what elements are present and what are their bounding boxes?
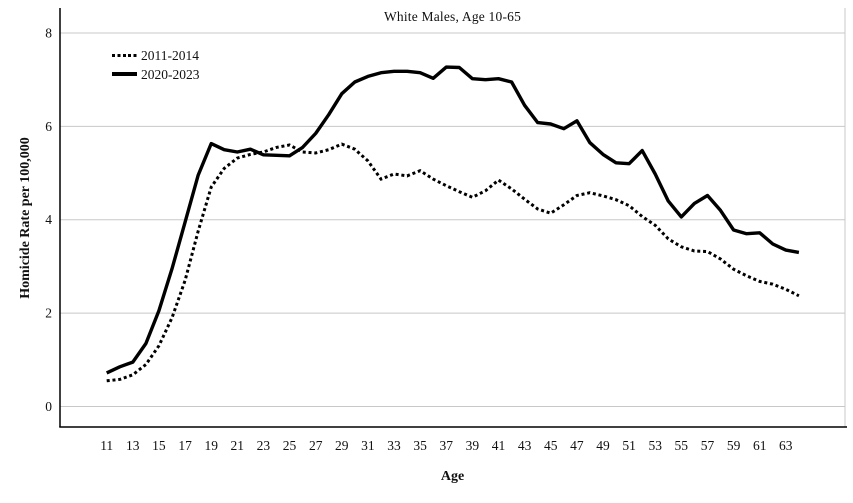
x-tick-label: 49 (596, 438, 610, 453)
x-tick-label: 23 (257, 438, 271, 453)
legend-item-2011-2014: 2011-2014 (112, 47, 200, 63)
x-tick-label: 25 (283, 438, 297, 453)
x-tick-label: 17 (178, 438, 192, 453)
x-tick-label: 33 (387, 438, 401, 453)
series-line-2011-2014 (106, 142, 800, 383)
legend-label: 2020-2023 (141, 66, 200, 82)
x-tick-label: 35 (413, 438, 427, 453)
x-tick-label: 55 (675, 438, 689, 453)
x-tick-label: 61 (753, 438, 767, 453)
y-axis-title: Homicide Rate per 100,000 (18, 137, 33, 299)
y-tick-label: 8 (45, 26, 52, 41)
x-tick-label: 13 (126, 438, 140, 453)
x-tick-label: 51 (622, 438, 636, 453)
x-axis-title: Age (440, 469, 465, 484)
legend-label: 2011-2014 (141, 47, 199, 63)
solid-line-swatch-icon (112, 72, 137, 76)
y-tick-label: 4 (45, 212, 52, 227)
x-tick-label: 19 (204, 438, 218, 453)
x-tick-label: 47 (570, 438, 584, 453)
x-tick-label: 57 (701, 438, 715, 453)
x-tick-label: 45 (544, 438, 558, 453)
series-line-2020-2023 (105, 65, 800, 375)
x-tick-label: 15 (152, 438, 166, 453)
x-tick-label: 11 (100, 438, 113, 453)
y-tick-label: 0 (45, 399, 52, 414)
y-tick-label: 2 (45, 306, 52, 321)
chart-title: White Males, Age 10-65 (383, 9, 522, 24)
x-tick-label: 63 (779, 438, 793, 453)
x-tick-label: 59 (727, 438, 741, 453)
legend: 2011-2014 2020-2023 (112, 47, 200, 82)
x-tick-label: 21 (231, 438, 245, 453)
x-tick-label: 43 (518, 438, 532, 453)
x-tick-label: 41 (492, 438, 506, 453)
x-tick-label: 39 (466, 438, 480, 453)
legend-item-2020-2023: 2020-2023 (112, 66, 200, 82)
y-tick-label: 6 (45, 119, 52, 134)
x-tick-label: 37 (440, 438, 454, 453)
x-tick-label: 31 (361, 438, 375, 453)
dotted-line-swatch-icon (112, 53, 137, 57)
x-tick-label: 53 (648, 438, 662, 453)
x-tick-label: 27 (309, 438, 323, 453)
x-tick-label: 29 (335, 438, 349, 453)
